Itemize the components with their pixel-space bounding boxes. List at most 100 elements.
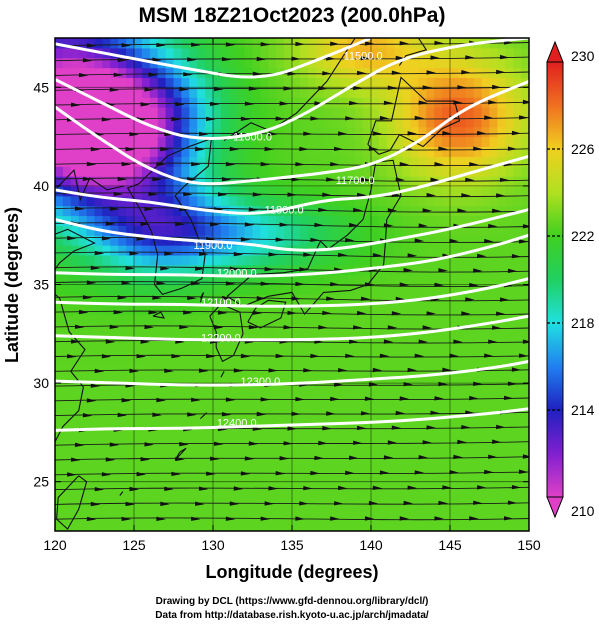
field-cell [481, 491, 491, 503]
field-cell [418, 471, 427, 483]
wind-arrowhead [109, 442, 120, 447]
field-cell [402, 67, 412, 79]
field-cell [141, 47, 151, 59]
field-cell [331, 383, 340, 394]
field-cell [189, 195, 198, 207]
field-cell [260, 87, 269, 98]
field-cell [55, 323, 64, 335]
field-cell [307, 353, 317, 364]
wind-arrowhead [256, 411, 267, 417]
field-cell [299, 38, 309, 49]
field-cell [70, 146, 80, 157]
field-cell [450, 57, 459, 69]
field-cell [276, 304, 285, 315]
field-cell [489, 412, 498, 424]
field-cell [331, 67, 340, 79]
field-cell [213, 235, 222, 246]
field-cell [149, 452, 159, 463]
field-cell [339, 452, 348, 463]
field-cell [402, 422, 412, 433]
field-cell [442, 156, 451, 167]
field-cell [378, 264, 388, 276]
field-cell [386, 383, 396, 394]
field-cell [505, 225, 514, 236]
field-cell [86, 67, 96, 79]
field-cell [299, 97, 309, 108]
field-cell [442, 461, 451, 473]
wind-arrowhead [295, 41, 305, 47]
field-cell [457, 195, 467, 207]
field-cell [86, 136, 96, 148]
field-cell [481, 47, 491, 59]
field-cell [442, 107, 451, 118]
field-cell [102, 205, 111, 217]
field-cell [505, 501, 514, 512]
field-cell [134, 235, 143, 246]
field-cell [299, 343, 309, 355]
field-cell [457, 126, 467, 138]
field-cell [268, 343, 277, 355]
field-cell [86, 205, 96, 217]
field-cell [465, 491, 475, 503]
field-cell [489, 432, 498, 443]
wind-arrowhead [422, 208, 433, 213]
field-cell [213, 432, 222, 443]
field-cell [378, 392, 388, 404]
field-cell [197, 67, 206, 79]
x-axis-ticks: 120 125 130 135 140 145 150 [43, 38, 541, 553]
field-cell [189, 442, 198, 453]
field-cell [363, 412, 372, 424]
field-cell [252, 116, 261, 128]
x-tick-label: 150 [517, 537, 541, 553]
field-cell [513, 363, 522, 374]
field-cell [513, 57, 522, 69]
field-cell [173, 107, 182, 118]
field-cell [62, 402, 72, 414]
field-cell [315, 57, 325, 69]
field-cell [292, 215, 301, 226]
field-cell [307, 363, 317, 374]
field-cell [276, 481, 285, 493]
field-cell [220, 432, 230, 443]
field-cell [165, 323, 175, 335]
field-cell [276, 116, 285, 128]
wind-arrowhead [268, 131, 278, 136]
wind-arrowhead [148, 72, 158, 77]
field-cell [386, 353, 396, 364]
field-cell [268, 284, 277, 295]
wind-arrowhead [225, 161, 236, 167]
field-cell [276, 176, 285, 187]
field-cell [371, 333, 380, 345]
field-cell [55, 461, 64, 473]
field-cell [521, 185, 529, 197]
wind-arrowhead [260, 397, 271, 402]
field-cell [78, 225, 88, 236]
field-cell [126, 314, 135, 325]
wind-arrowhead [473, 146, 483, 151]
field-cell [149, 205, 159, 217]
field-cell [473, 412, 483, 424]
field-cell [252, 205, 261, 217]
field-cell [299, 432, 309, 443]
field-cell [307, 38, 317, 49]
wind-arrowhead [518, 353, 529, 358]
field-cell [236, 343, 246, 355]
field-cell [205, 481, 214, 493]
field-cell [489, 215, 498, 226]
field-cell [55, 245, 64, 256]
field-cell [513, 471, 522, 483]
field-cell [355, 461, 364, 473]
field-cell [228, 314, 238, 325]
field-cell [410, 432, 419, 443]
field-cell [141, 392, 151, 404]
field-cell [410, 343, 419, 355]
field-cell [386, 166, 396, 177]
field-cell [86, 195, 96, 207]
field-cell [134, 97, 143, 108]
field-cell [307, 461, 317, 473]
field-cell [315, 87, 325, 98]
field-cell [181, 284, 190, 295]
field-cell [410, 314, 419, 325]
field-cell [55, 314, 64, 325]
